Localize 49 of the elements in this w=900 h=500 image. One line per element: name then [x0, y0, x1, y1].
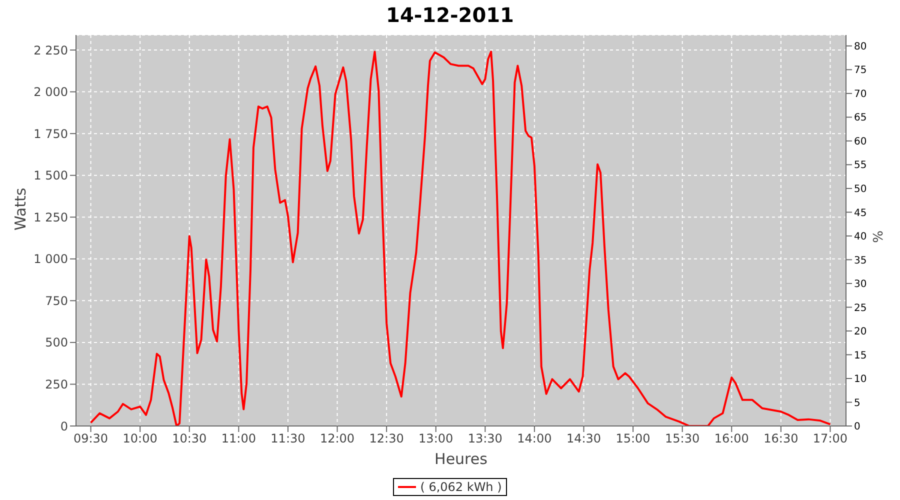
y2-tick-label: 40	[854, 232, 867, 243]
legend-label: ( 6,062 kWh )	[420, 480, 502, 494]
y2-tick-label: 5	[854, 398, 860, 409]
x-tick-label: 12:30	[369, 432, 404, 446]
x-tick-label: 14:30	[566, 432, 602, 446]
chart-title: 14-12-2011	[385, 3, 515, 29]
x-tick-label: 09:30	[73, 432, 108, 446]
x-tick-label: 16:30	[764, 432, 798, 446]
y-tick-label: 1 000	[34, 252, 68, 266]
x-tick-label: 10:30	[172, 432, 207, 446]
y2-tick-label: 45	[854, 208, 867, 219]
y2-tick-label: 50	[854, 184, 867, 196]
y-tick-label: 250	[45, 377, 68, 392]
x-tick-label: 15:30	[665, 432, 700, 446]
x-tick-label: 11:00	[221, 432, 256, 446]
y2-tick-label: 35	[854, 255, 867, 266]
y2-tick-label: 0	[854, 422, 860, 433]
y2-axis-title: %	[872, 230, 887, 243]
y-tick-label: 750	[45, 294, 68, 308]
y2-tick-label: 75	[854, 65, 867, 76]
y2-tick-label: 20	[854, 326, 867, 338]
y2-tick-label: 55	[854, 160, 867, 172]
y2-tick-label: 60	[854, 136, 867, 148]
y-tick-label: 1 750	[34, 126, 68, 141]
y-tick-label: 0	[60, 419, 68, 434]
x-tick-label: 12:00	[320, 432, 355, 446]
x-tick-label: 16:00	[714, 432, 749, 446]
line-series	[90, 50, 832, 426]
x-tick-label: 10:00	[122, 432, 158, 446]
x-tick-label: 14:00	[517, 432, 552, 446]
y-tick-label: 1 250	[34, 210, 68, 224]
x-tick-label: 15:00	[616, 432, 650, 446]
y2-tick-label: 10	[854, 374, 867, 386]
x-tick-label: 13:30	[468, 432, 502, 446]
x-tick-label: 13:00	[418, 432, 454, 446]
y2-tick-label: 70	[854, 88, 867, 100]
y2-tick-label: 15	[854, 350, 867, 362]
y2-tick-label: 25	[854, 302, 867, 314]
y-tick-label: 1 500	[34, 168, 68, 183]
y-axis-title: Watts	[11, 188, 30, 230]
x-axis-title: Heures	[434, 450, 488, 468]
y-tick-label: 2 000	[34, 85, 68, 100]
y-tick-label: 2 250	[34, 43, 68, 58]
y2-tick-label: 65	[854, 112, 867, 124]
x-tick-label: 17:00	[812, 432, 848, 446]
y2-tick-label: 30	[854, 279, 867, 290]
y-tick-label: 500	[45, 336, 68, 350]
x-tick-label: 11:30	[270, 432, 306, 446]
y2-tick-label: 80	[854, 41, 867, 52]
